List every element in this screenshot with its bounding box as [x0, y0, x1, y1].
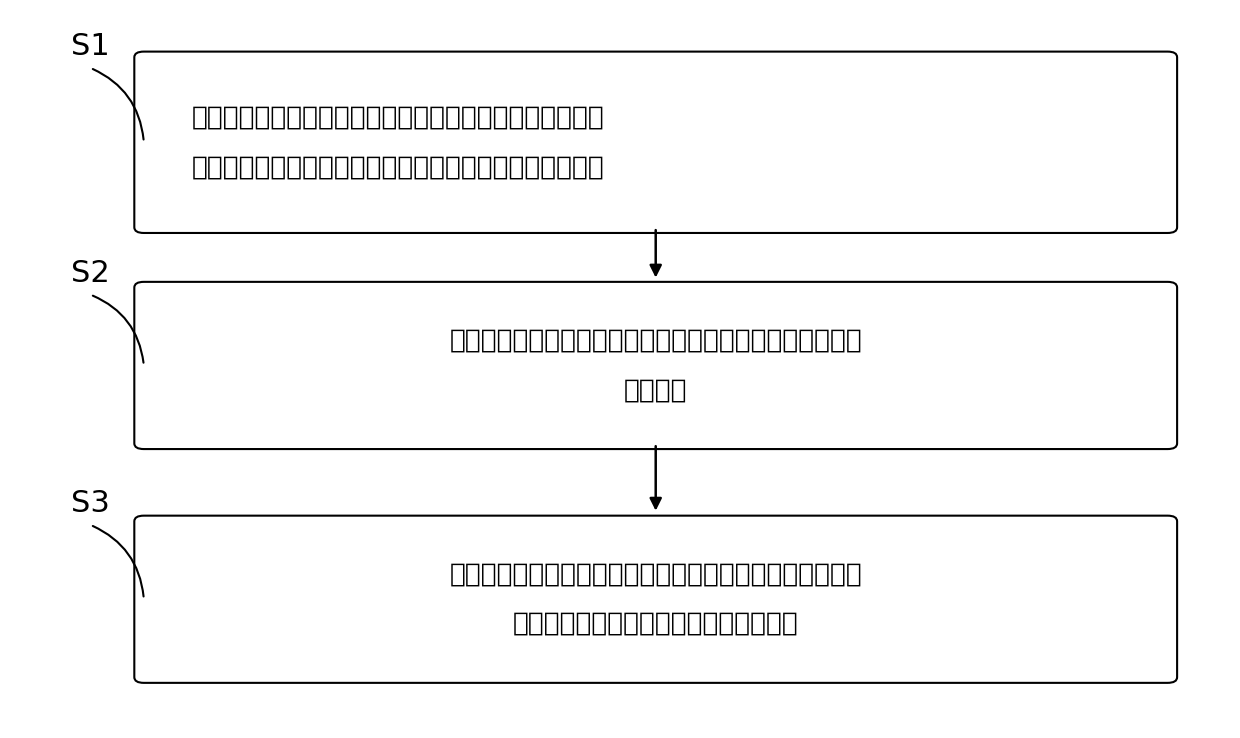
Text: 允许开度对过冷回路阀体的开度进行调节: 允许开度对过冷回路阀体的开度进行调节	[513, 611, 799, 637]
Text: 允许开度: 允许开度	[624, 377, 687, 403]
Text: 当多联机系统以纯制冷模式或者主制冷模式运行时，获取过: 当多联机系统以纯制冷模式或者主制冷模式运行时，获取过	[191, 105, 604, 131]
Text: S1: S1	[71, 32, 109, 61]
Text: 冷回路的出口处的过热度，并获取当前室外机的标称制冷量: 冷回路的出口处的过热度，并获取当前室外机的标称制冷量	[191, 154, 604, 180]
Text: 根据当前室外机的标称制冷量获取过冷回路阀体的当前最大: 根据当前室外机的标称制冷量获取过冷回路阀体的当前最大	[449, 328, 862, 354]
Text: S3: S3	[71, 489, 109, 518]
FancyBboxPatch shape	[134, 52, 1177, 233]
FancyBboxPatch shape	[134, 516, 1177, 683]
Text: S2: S2	[71, 259, 109, 288]
Text: 根据过冷回路的出口处的过热度和过冷回路阀体的当前最大: 根据过冷回路的出口处的过热度和过冷回路阀体的当前最大	[449, 562, 862, 587]
FancyBboxPatch shape	[134, 282, 1177, 449]
